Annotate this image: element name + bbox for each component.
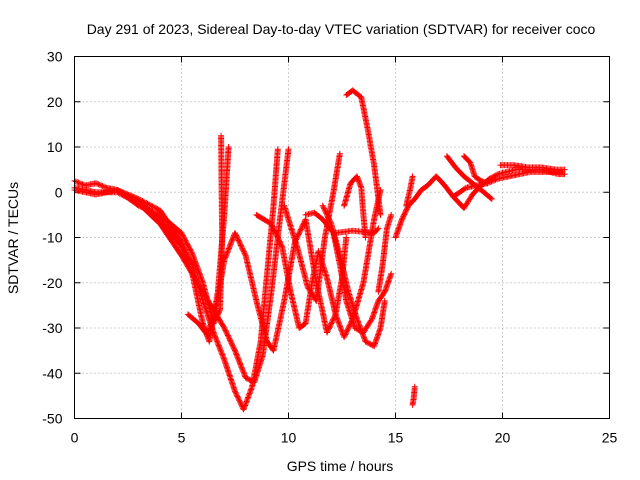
x-tick-label: 10 [281, 430, 297, 446]
series-markers [375, 211, 395, 295]
chart-title: Day 291 of 2023, Sidereal Day-to-day VTE… [87, 21, 596, 37]
series-trace-10 [343, 87, 384, 218]
series-trace-12 [375, 211, 395, 295]
x-tick-label: 15 [388, 430, 404, 446]
y-tick-label: -30 [42, 320, 62, 336]
series-trace-16 [461, 153, 491, 187]
y-tick-label: 0 [55, 184, 63, 200]
series-trace-17 [409, 383, 418, 408]
series-trace-20 [281, 150, 343, 304]
series-trace-19 [497, 162, 568, 173]
x-tick-label: 25 [602, 430, 618, 446]
y-tick-label: 10 [47, 139, 63, 155]
series-markers [461, 153, 491, 187]
series-markers [343, 87, 384, 218]
x-tick-label: 0 [71, 430, 79, 446]
x-tick-label: 5 [178, 430, 186, 446]
series-markers [332, 225, 382, 236]
y-tick-label: -50 [42, 411, 62, 427]
grid [74, 56, 610, 419]
series-layer [71, 87, 568, 413]
y-tick-label: 20 [47, 94, 63, 110]
series-trace-11 [332, 225, 382, 236]
series-markers [403, 173, 416, 209]
series-markers [409, 383, 418, 408]
x-axis-label: GPS time / hours [287, 458, 394, 474]
series-markers [443, 153, 495, 202]
series-trace-18 [403, 173, 416, 209]
series-markers [253, 187, 384, 341]
y-tick-labels: -50 -40 -30 -20 -10 0 10 20 30 [42, 49, 62, 427]
x-tick-label: 20 [495, 430, 511, 446]
y-tick-label: -40 [42, 365, 62, 381]
y-axis-label: SDTVAR / TECUs [5, 182, 21, 294]
y-tick-label: 30 [47, 49, 63, 65]
series-markers [341, 173, 369, 241]
series-trace-9 [341, 173, 369, 241]
series-markers [319, 202, 388, 350]
y-tick-label: -20 [42, 275, 62, 291]
x-tick-labels: 0 5 10 15 20 25 [71, 430, 618, 446]
series-trace-6 [253, 187, 384, 341]
series-trace-8 [319, 202, 388, 350]
series-markers [497, 162, 568, 173]
y-tick-label: -10 [42, 230, 62, 246]
series-trace-15 [443, 153, 495, 202]
series-markers [281, 150, 343, 304]
plot-frame [74, 56, 610, 419]
series-line [74, 149, 289, 384]
